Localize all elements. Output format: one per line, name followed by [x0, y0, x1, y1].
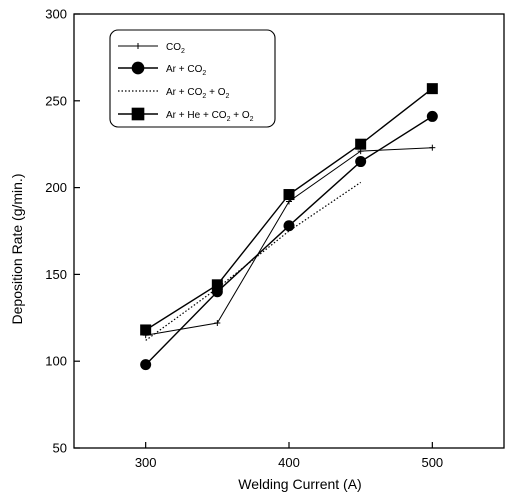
legend-item: Ar + CO2 + O2: [118, 87, 230, 100]
y-tick-label: 200: [45, 180, 67, 195]
data-point-plus: [135, 43, 141, 49]
y-axis-title: Deposition Rate (g/min.): [9, 174, 25, 325]
legend-text-part: CO: [166, 42, 181, 53]
y-tick-label: 250: [45, 93, 67, 108]
legend-subscript: 2: [250, 116, 254, 123]
legend-subscript: 2: [226, 93, 230, 100]
data-point-square: [283, 189, 295, 201]
data-point-square: [211, 279, 223, 291]
legend-text-part: Ar + He + CO: [166, 110, 227, 121]
data-point-plus: [429, 144, 436, 151]
data-point-square: [131, 107, 145, 121]
legend-item: Ar + He + CO2 + O2: [118, 107, 254, 123]
legend-box: [109, 29, 276, 128]
x-axis: 300 400 500: [135, 442, 443, 470]
legend-label: Ar + CO2 + O2: [166, 87, 230, 100]
y-tick-label: 150: [45, 267, 67, 282]
legend-label: Ar + He + CO2 + O2: [166, 110, 254, 123]
y-tick-label: 300: [45, 7, 67, 22]
legend-text-part: Ar + CO: [166, 64, 203, 75]
series-2: [145, 181, 362, 341]
x-tick-label: 500: [421, 455, 443, 470]
legend-item: CO2: [118, 42, 185, 55]
data-point-square: [426, 83, 438, 95]
data-point-square: [355, 138, 367, 150]
legend-subscript: 2: [227, 116, 231, 123]
series-3: [140, 83, 438, 336]
series-0: [142, 144, 436, 339]
x-tick-label: 300: [135, 455, 157, 470]
x-tick-label: 400: [278, 455, 300, 470]
legend-subscript: 2: [202, 70, 206, 77]
legend-subscript: 2: [202, 93, 206, 100]
data-point-circle: [355, 156, 367, 168]
legend-text-part: + O: [206, 87, 225, 98]
y-tick-label: 100: [45, 354, 67, 369]
data-point-circle: [140, 359, 152, 371]
legend-label: CO2: [166, 42, 185, 55]
data-point-circle: [283, 220, 295, 232]
series-layer: [140, 83, 438, 371]
legend-text-part: Ar + CO: [166, 87, 203, 98]
series-line: [145, 147, 433, 336]
y-axis: 50 100 150 200 250 300: [45, 7, 80, 456]
y-tick-label: 50: [53, 441, 67, 456]
data-point-square: [140, 324, 152, 336]
data-point-circle: [426, 110, 438, 122]
legend-item: Ar + CO2: [118, 61, 206, 77]
data-point-plus: [214, 320, 221, 327]
legend-subscript: 2: [181, 48, 185, 55]
legend-text-part: + O: [230, 110, 249, 121]
legend-label: Ar + CO2: [166, 64, 206, 77]
data-point-circle: [131, 61, 145, 75]
series-line: [145, 181, 362, 341]
x-axis-title: Welding Current (A): [238, 476, 361, 492]
